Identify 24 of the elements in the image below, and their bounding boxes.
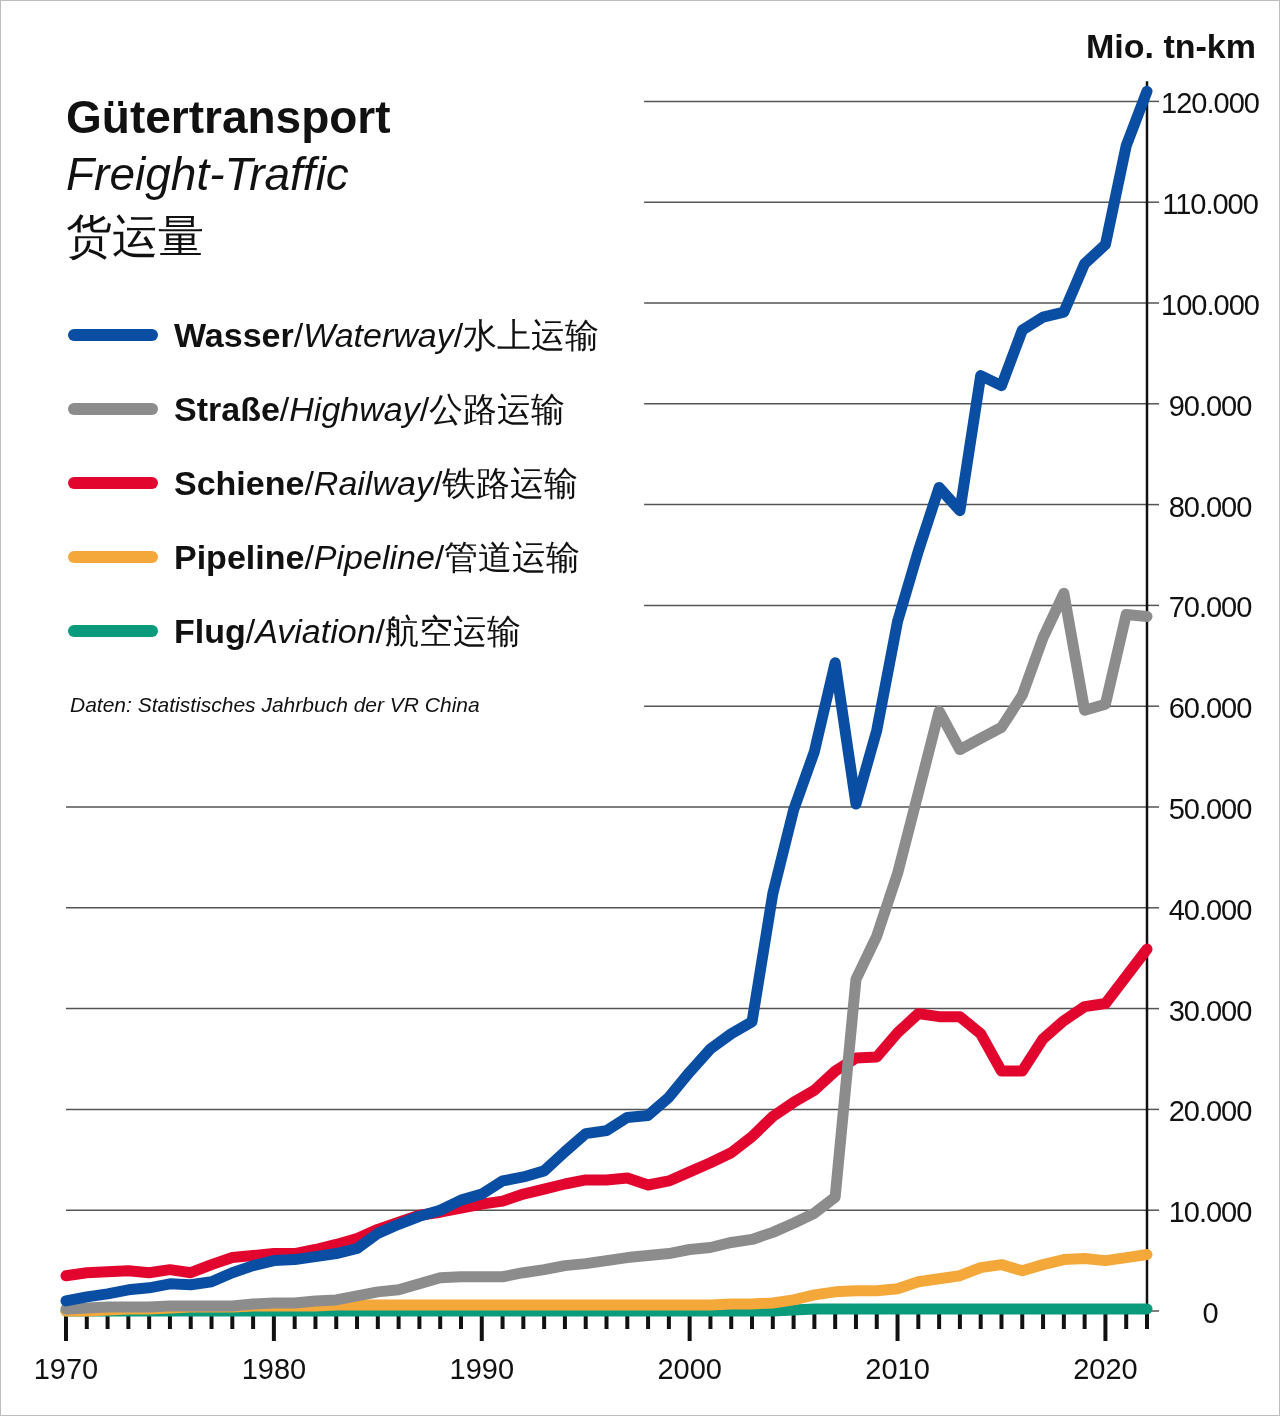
ylabel: Mio. tn-km [1086,27,1256,65]
annotation: Daten: Statistisches Jahrbuch der VR China [70,693,480,716]
ytick: 20.000 [1168,1095,1252,1128]
ytick: 40.000 [1168,893,1252,926]
xtick: 1970 [33,1353,99,1385]
ytick: 100.000 [1161,289,1259,321]
xtick: 2020 [1073,1353,1138,1385]
annotation: 货运量 [66,210,204,262]
ytick: 10.000 [1168,1196,1252,1229]
ytick: 50.000 [1168,793,1252,825]
ytick: 30.000 [1168,994,1252,1027]
subtitle: Freight-Traffic [66,148,349,200]
ytick: 90.000 [1168,389,1252,422]
xtick: 1980 [241,1353,307,1385]
ytick: 0 [1202,1297,1218,1329]
ytick: 110.000 [1162,188,1258,221]
xtick: 2010 [865,1353,930,1385]
ytick: 70.000 [1168,591,1252,624]
title: Gütertransport [66,91,391,143]
xtick: 2000 [657,1353,722,1385]
ytick: 60.000 [1168,692,1252,725]
xtick: 1990 [449,1353,515,1385]
ytick: 120.000 [1161,87,1259,120]
ytick: 80.000 [1168,490,1252,523]
